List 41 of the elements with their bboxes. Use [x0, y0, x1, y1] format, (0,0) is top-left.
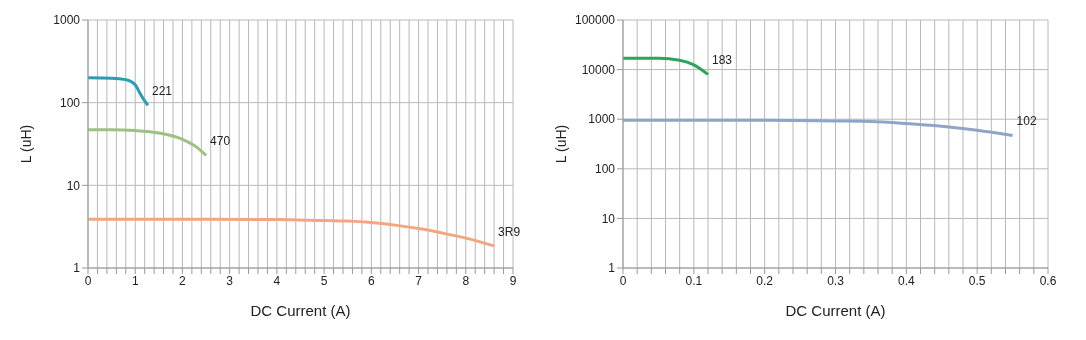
- y-tick-label: 100: [59, 95, 81, 110]
- x-tick-label: 9: [509, 273, 517, 288]
- x-tick-label: 0.3: [827, 273, 845, 288]
- series-label: 470: [210, 134, 231, 149]
- y-tick-label: 10000: [581, 62, 616, 77]
- line-series: [88, 217, 496, 248]
- line-series: [88, 76, 150, 107]
- x-axis-title: DC Current (A): [785, 302, 886, 319]
- y-tick-label: 1000: [588, 112, 616, 127]
- series-label: 3R9: [498, 224, 521, 239]
- x-tick-label: 0.1: [685, 273, 703, 288]
- y-tick-label: 10: [601, 211, 616, 226]
- line-series: [623, 56, 710, 76]
- x-tick-label: 6: [367, 273, 375, 288]
- line-series: [623, 118, 1015, 137]
- y-tick-label: 1: [608, 261, 616, 276]
- y-tick-label: 10: [66, 178, 81, 193]
- x-tick-label: 0.5: [968, 273, 986, 288]
- x-tick-label: 1: [131, 273, 139, 288]
- line-series: [88, 128, 208, 157]
- series-label: 221: [151, 84, 173, 99]
- x-axis-title: DC Current (A): [250, 302, 351, 319]
- x-tick-label: 8: [462, 273, 470, 288]
- x-tick-label: 0: [84, 273, 92, 288]
- y-tick-label: 1000: [53, 13, 81, 28]
- y-tick-label: 100: [594, 162, 616, 177]
- x-tick-label: 3: [226, 273, 234, 288]
- x-tick-label: 0.2: [756, 273, 774, 288]
- x-tick-label: 2: [179, 273, 187, 288]
- x-tick-label: 0.4: [897, 273, 915, 288]
- x-tick-label: 5: [320, 273, 328, 288]
- y-tick-label: 1: [73, 261, 81, 276]
- y-tick-label: 100000: [574, 13, 616, 28]
- x-tick-label: 0: [619, 273, 627, 288]
- series-label: 102: [1016, 114, 1037, 129]
- x-tick-label: 0.6: [1039, 273, 1057, 288]
- y-axis-title: L (uH): [552, 124, 569, 164]
- y-axis-title: L (uH): [17, 124, 34, 164]
- series-label: 183: [712, 53, 733, 68]
- x-tick-label: 7: [415, 273, 423, 288]
- x-tick-label: 4: [273, 273, 281, 288]
